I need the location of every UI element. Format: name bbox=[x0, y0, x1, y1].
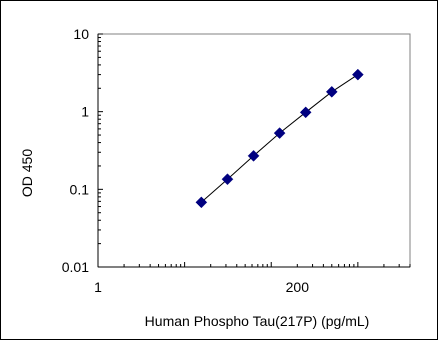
series bbox=[195, 68, 364, 209]
y-tick-label: 0.01 bbox=[62, 259, 89, 275]
y-axis-label: OD 450 bbox=[19, 149, 35, 197]
y-tick-label: 0.1 bbox=[70, 181, 90, 197]
data-point bbox=[351, 68, 364, 81]
x-tick-label: 200 bbox=[286, 279, 310, 295]
x-axis-label: Human Phospho Tau(217P) (pg/mL) bbox=[145, 313, 370, 329]
data-point bbox=[325, 85, 338, 98]
y-tick-label: 1 bbox=[81, 104, 89, 120]
data-point bbox=[221, 173, 234, 186]
y-tick-label: 10 bbox=[73, 26, 89, 42]
data-point bbox=[273, 127, 286, 139]
y-axis-ticks: 10 1 0.1 0.01 bbox=[62, 26, 103, 275]
x-tick-label: 1 bbox=[94, 279, 102, 295]
data-point bbox=[247, 149, 260, 162]
data-point bbox=[195, 196, 208, 209]
data-point bbox=[299, 106, 312, 119]
x-axis-ticks: 1 200 bbox=[94, 262, 411, 295]
